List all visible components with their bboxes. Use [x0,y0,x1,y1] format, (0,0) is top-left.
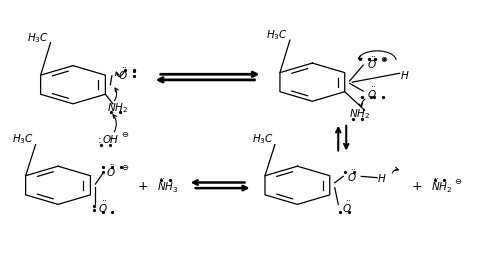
Text: $H$: $H$ [378,172,387,184]
Text: $\ominus$: $\ominus$ [121,130,130,139]
Text: $\ddot{N}H_2$: $\ddot{N}H_2$ [432,178,452,195]
Text: $\ddot{N}H_3$: $\ddot{N}H_3$ [157,178,178,195]
Text: $NH_2$: $NH_2$ [349,107,370,121]
Text: $\ominus$: $\ominus$ [121,163,130,172]
Text: $\ddot{O}$: $\ddot{O}$ [368,56,377,71]
Text: $NH_2$: $NH_2$ [107,101,128,114]
Text: $\ddot{O}$: $\ddot{O}$ [106,164,116,179]
Text: +: + [412,180,422,193]
Text: $\ddot{O}$: $\ddot{O}$ [118,67,128,82]
Text: $\ddot{O}$: $\ddot{O}$ [98,199,108,215]
Text: $H_3C$: $H_3C$ [27,31,49,45]
Text: $H_3C$: $H_3C$ [12,133,34,146]
Text: $H$: $H$ [400,69,409,81]
Text: $\ominus$: $\ominus$ [380,55,389,64]
Text: $\ddot{O}$: $\ddot{O}$ [348,169,357,184]
Text: $H_3C$: $H_3C$ [266,28,288,42]
Text: $\ddot{O}$: $\ddot{O}$ [342,199,352,215]
Text: $:O\!H$: $:O\!H$ [95,133,118,145]
Text: $\ddot{O}$: $\ddot{O}$ [368,86,377,101]
Text: +: + [138,180,148,193]
Text: $H_3C$: $H_3C$ [252,133,274,146]
Text: $\ominus$: $\ominus$ [454,177,462,186]
